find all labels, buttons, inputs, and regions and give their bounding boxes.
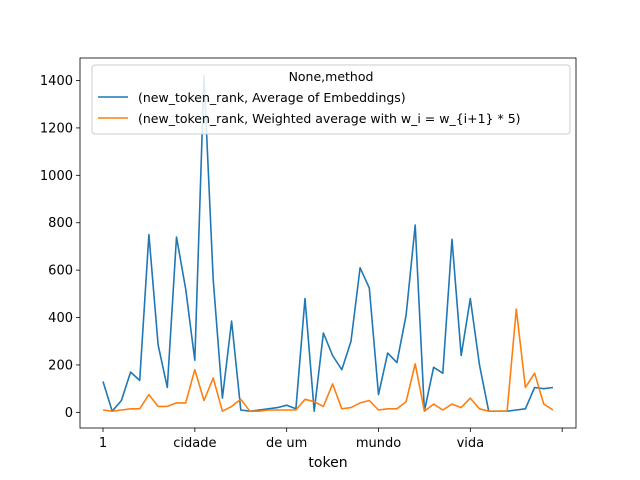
x-tick-label: 1 xyxy=(99,436,107,451)
y-tick-label: 0 xyxy=(65,406,73,421)
x-tick-label: cidade xyxy=(173,436,216,451)
y-tick-label: 600 xyxy=(48,264,73,279)
plot-frame xyxy=(79,57,577,429)
series-line-1 xyxy=(102,308,554,413)
legend: None,method (new_token_rank, Average of … xyxy=(91,64,571,135)
y-tick-label: 400 xyxy=(48,311,73,326)
legend-label-weighted-average: (new_token_rank, Weighted average with w… xyxy=(138,111,521,126)
x-tick-label: mundo xyxy=(356,436,401,451)
y-tick-label: 1200 xyxy=(40,121,73,136)
legend-label-average-embeddings: (new_token_rank, Average of Embeddings) xyxy=(138,90,406,105)
y-tick-label: 800 xyxy=(48,216,73,231)
y-tick-label: 1000 xyxy=(40,169,73,184)
x-tick-label: de um xyxy=(266,436,307,451)
x-tick-label: vida xyxy=(457,436,485,451)
x-axis: 1 cidade de um mundo vida xyxy=(99,428,563,451)
x-axis-label: token xyxy=(308,455,347,471)
y-tick-label: 1400 xyxy=(40,74,73,89)
y-tick-label: 200 xyxy=(48,358,73,373)
legend-title: None,method xyxy=(289,69,374,84)
series-line-0 xyxy=(102,75,554,413)
legend-box xyxy=(91,64,571,135)
y-axis: 0 200 400 600 800 1000 1200 1400 xyxy=(40,74,80,421)
series-layer xyxy=(102,75,554,413)
